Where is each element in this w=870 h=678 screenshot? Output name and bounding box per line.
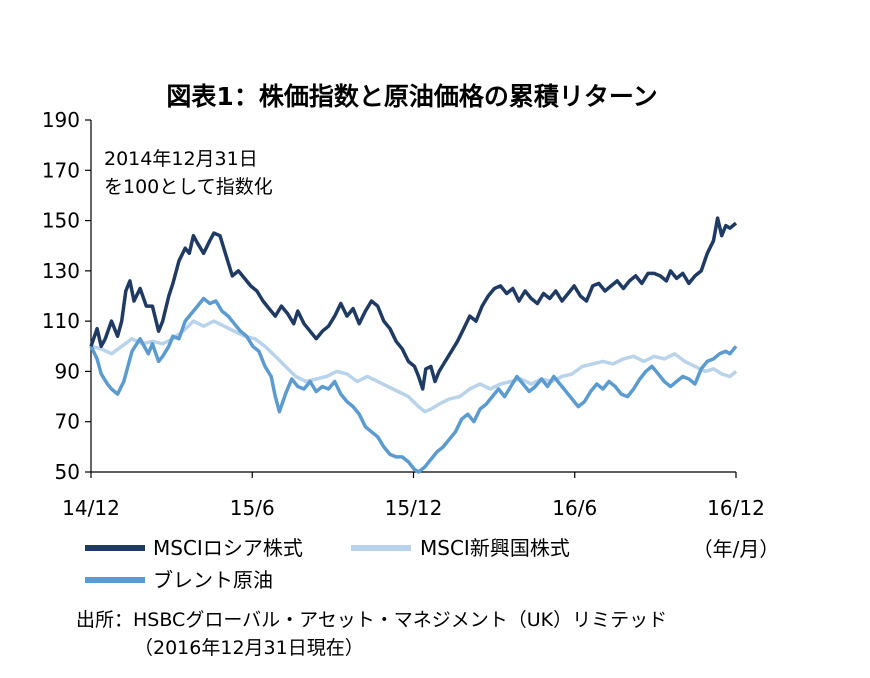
x-tick-label: 15/6 [230, 496, 275, 520]
source-line2: （2016年12月31日現在） [134, 637, 364, 659]
y-ticks: 50 70 90 110 130 150 170 190 [42, 108, 91, 484]
legend: MSCIロシア株式 MSCI新興国株式 ブレント原油 [85, 536, 570, 592]
y-tick-label: 90 [55, 359, 80, 383]
x-axis-unit: （年/月） [693, 537, 780, 561]
y-tick-label: 130 [42, 259, 80, 283]
chart-annotation-line2: を100として指数化 [104, 176, 273, 198]
series-line-brent [89, 296, 738, 474]
y-tick-label: 190 [42, 108, 80, 132]
y-tick-label: 70 [55, 410, 80, 434]
y-tick-label: 50 [55, 460, 80, 484]
chart-annotation-line1: 2014年12月31日 [104, 148, 258, 170]
legend-label-msci-em: MSCI新興国株式 [420, 536, 570, 560]
source-line1: 出所：HSBCグローバル・アセット・マネジメント（UK）リミテッド [76, 609, 667, 631]
x-tick-label: 16/6 [552, 496, 597, 520]
x-tick-label: 14/12 [62, 496, 120, 520]
x-tick-label: 16/12 [707, 496, 765, 520]
x-ticks: 14/12 15/6 15/12 16/6 16/12 [62, 472, 765, 520]
chart-title: 図表1：株価指数と原油価格の累積リターン [166, 82, 657, 111]
series-line-msci-russia [89, 216, 738, 391]
legend-label-brent: ブレント原油 [153, 568, 273, 592]
x-tick-label: 15/12 [385, 496, 443, 520]
y-tick-label: 170 [42, 158, 80, 182]
legend-label-msci-russia: MSCIロシア株式 [153, 536, 303, 560]
y-tick-label: 150 [42, 209, 80, 233]
y-tick-label: 110 [42, 309, 80, 333]
series-line-msci-em [90, 319, 738, 414]
series-lines [89, 216, 738, 474]
